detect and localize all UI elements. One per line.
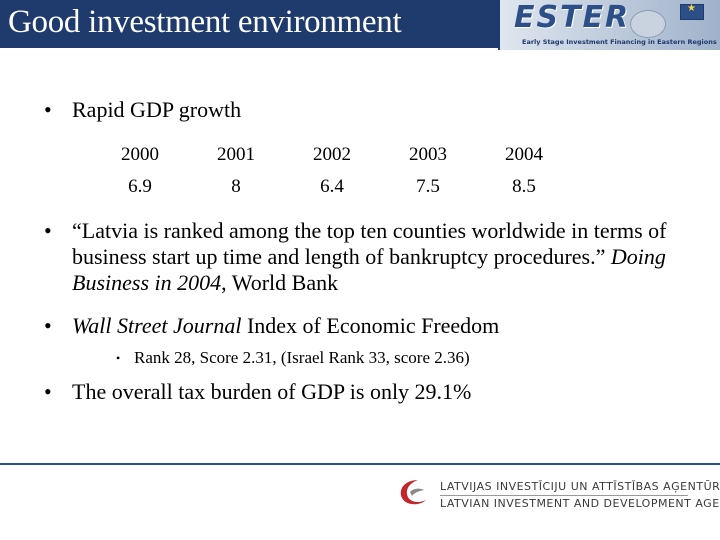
agency-rule [440,495,688,496]
liaa-logo-icon [400,480,426,505]
bullet-dot: • [116,351,121,365]
agency-name-block: LATVIJAS INVESTĪCIJU UN ATTĪSTĪBAS AĢENT… [440,480,720,511]
gdp-value: 6.9 [128,176,152,197]
bullet-dot: • [44,218,52,243]
gdp-table: 2000 2001 2002 2003 2004 6.9 8 6.4 7.5 8… [92,139,572,203]
gdp-year: 2002 [313,144,351,165]
ranking-source: Doing Business in 2004 [72,244,666,295]
gdp-year: 2000 [121,144,159,165]
agency-name-en: LATVIAN INVESTMENT AND DEVELOPMENT AGENC… [440,497,720,510]
gdp-year: 2003 [409,144,447,165]
ranking-quote: “Latvia is ranked among the top ten coun… [72,218,667,269]
wsj-index: Index of Economic Freedom [241,313,500,338]
bullet-dot: • [44,313,52,338]
eu-flag-icon [680,3,704,20]
agency-name-lv: LATVIJAS INVESTĪCIJU UN ATTĪSTĪBAS AĢENT… [440,480,720,493]
seal-icon [630,10,666,38]
gdp-values-row: 6.9 8 6.4 7.5 8.5 [92,171,572,203]
slide-title: Good investment environment [8,4,402,40]
wsj-rank-text: Rank 28, Score 2.31, (Israel Rank 33, sc… [134,348,470,367]
ester-logo: ESTER [514,0,631,35]
ester-banner: ESTER Early Stage Investment Financing i… [498,0,720,50]
bullet-tax-text: The overall tax burden of GDP is only 29… [72,379,472,404]
gdp-value: 8.5 [512,176,536,197]
gdp-years-row: 2000 2001 2002 2003 2004 [92,139,572,171]
ranking-publisher: , World Bank [221,270,339,295]
gdp-year: 2004 [505,144,543,165]
gdp-value: 7.5 [416,176,440,197]
footer-divider [0,463,720,465]
bullet-dot: • [44,97,52,122]
bullet-wsj-text: Wall Street Journal Index of Economic Fr… [72,313,712,339]
gdp-value: 8 [231,176,241,197]
gdp-year: 2001 [217,144,255,165]
bullet-gdp-text: Rapid GDP growth [72,97,242,122]
gdp-value: 6.4 [320,176,344,197]
wsj-name: Wall Street Journal [72,313,242,338]
bullet-ranking-text: “Latvia is ranked among the top ten coun… [72,218,712,296]
bullet-dot: • [44,379,52,404]
ester-subtitle: Early Stage Investment Financing in East… [522,38,717,46]
